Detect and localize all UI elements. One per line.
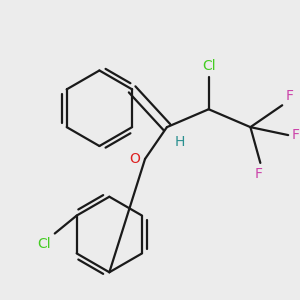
Text: F: F — [254, 167, 262, 181]
Text: H: H — [175, 135, 185, 149]
Text: Cl: Cl — [37, 238, 51, 251]
Text: F: F — [285, 89, 293, 103]
Text: F: F — [291, 128, 299, 142]
Text: Cl: Cl — [202, 59, 215, 74]
Text: O: O — [129, 152, 140, 166]
